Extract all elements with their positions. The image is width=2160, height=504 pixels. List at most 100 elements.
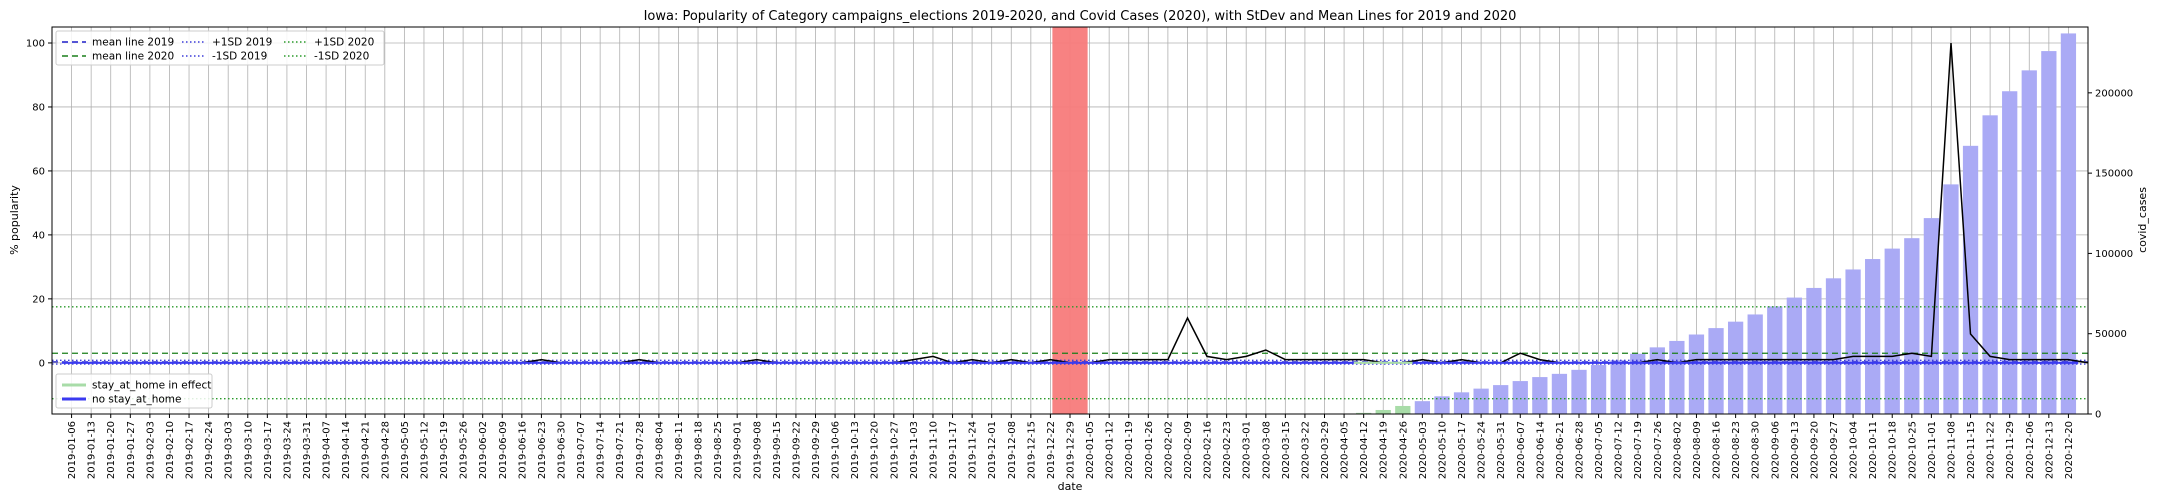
covid-bar <box>1962 145 1979 414</box>
x-tick-label: 2019-04-21 <box>361 421 372 479</box>
covid-bar <box>1532 377 1548 414</box>
x-tick-label: 2020-10-04 <box>1849 421 1860 479</box>
covid-bar <box>1649 347 1665 414</box>
x-tick-label: 2019-12-01 <box>987 421 998 479</box>
x-tick-label: 2019-01-13 <box>87 421 98 479</box>
x-tick-label: 2020-02-16 <box>1203 421 1214 479</box>
covid-bar <box>1747 314 1763 414</box>
y-tick-label: 100 <box>26 38 45 49</box>
legend-top-label: +1SD 2020 <box>314 37 374 49</box>
legend-top-label: mean line 2020 <box>92 51 174 63</box>
x-tick-label: 2020-10-18 <box>1888 421 1899 479</box>
x-tick-label: 2019-05-05 <box>400 421 411 479</box>
y2-tick-label: 100000 <box>2095 249 2133 260</box>
x-tick-label: 2019-10-20 <box>870 421 881 479</box>
covid-bar <box>1395 405 1411 414</box>
x-tick-label: 2020-11-08 <box>1946 421 1957 479</box>
legend-bottom-label: no stay_at_home <box>92 394 181 406</box>
x-tick-label: 2019-05-12 <box>419 421 430 479</box>
x-tick-label: 2020-06-07 <box>1516 421 1527 479</box>
legend-top-label: -1SD 2020 <box>314 51 369 63</box>
covid-bar <box>1434 396 1450 414</box>
x-tick-label: 2019-09-01 <box>733 421 744 479</box>
covid-bar <box>1453 392 1470 414</box>
covid-bar <box>1884 248 1900 414</box>
chart-title: Iowa: Popularity of Category campaigns_e… <box>644 9 1517 24</box>
x-tick-label: 2020-05-03 <box>1418 421 1429 479</box>
covid-bar <box>1669 340 1685 414</box>
covid-bar <box>1414 401 1431 414</box>
x-tick-label: 2019-12-08 <box>1007 421 1018 479</box>
x-axis-label: date <box>1058 480 1083 493</box>
x-tick-label: 2020-12-20 <box>2064 421 2075 479</box>
y2-tick-label: 200000 <box>2095 88 2133 99</box>
legend-top-box <box>55 30 385 66</box>
highlight-week-band <box>1052 27 1088 414</box>
x-tick-label: 2019-03-10 <box>243 421 254 479</box>
x-tick-label: 2020-03-15 <box>1281 421 1292 479</box>
covid-bar <box>1982 115 1998 414</box>
covid-bar <box>1943 184 1959 414</box>
covid-bar <box>1551 373 1568 414</box>
x-tick-label: 2020-03-01 <box>1242 421 1253 479</box>
x-tick-label: 2019-07-21 <box>615 421 626 479</box>
x-tick-label: 2019-07-07 <box>576 421 587 479</box>
legend-bottom-label: stay_at_home in effect <box>92 380 211 392</box>
x-tick-label: 2019-03-03 <box>224 421 235 479</box>
x-tick-label: 2019-09-15 <box>772 421 783 479</box>
x-tick-label: 2020-01-12 <box>1105 421 1116 479</box>
y-axis-label: % popularity <box>8 185 21 255</box>
x-tick-label: 2019-02-17 <box>185 421 196 479</box>
x-tick-label: 2019-02-10 <box>165 421 176 479</box>
covid-bar <box>1590 365 1607 414</box>
y2-tick-label: 150000 <box>2095 169 2133 180</box>
x-tick-label: 2019-08-11 <box>674 421 685 479</box>
x-tick-label: 2019-06-30 <box>557 421 568 479</box>
x-tick-label: 2019-11-03 <box>909 421 920 479</box>
x-tick-label: 2020-04-05 <box>1340 421 1351 479</box>
x-tick-label: 2020-02-02 <box>1163 421 1174 479</box>
x-tick-label: 2020-04-12 <box>1359 421 1370 479</box>
x-tick-label: 2020-02-23 <box>1222 421 1233 479</box>
x-tick-label: 2020-07-19 <box>1633 421 1644 479</box>
covid-bar <box>1786 297 1802 414</box>
x-tick-label: 2019-04-28 <box>380 421 391 479</box>
x-tick-label: 2020-08-30 <box>1751 421 1762 479</box>
covid-bar <box>2060 33 2077 414</box>
y-tick-label: 20 <box>32 294 45 305</box>
x-tick-label: 2019-11-10 <box>928 421 939 479</box>
covid-bars <box>1336 33 2077 415</box>
x-tick-label: 2019-04-14 <box>341 421 352 479</box>
x-tick-label: 2019-01-20 <box>106 421 117 479</box>
x-tick-label: 2020-03-08 <box>1261 421 1272 479</box>
x-tick-label: 2020-08-02 <box>1672 421 1683 479</box>
x-tick-label: 2019-04-07 <box>322 421 333 479</box>
covid-bar <box>1708 328 1724 414</box>
covid-bar <box>1571 369 1587 414</box>
x-tick-label: 2019-12-29 <box>1066 421 1077 479</box>
covid-bar <box>2002 91 2018 415</box>
legend-top-label: +1SD 2019 <box>212 37 272 49</box>
x-tick-label: 2020-10-25 <box>1907 421 1918 479</box>
y-tick-label: 40 <box>32 230 45 241</box>
x-tick-label: 2020-05-10 <box>1437 421 1448 479</box>
covid-bar <box>1356 412 1372 414</box>
x-tick-label: 2020-07-12 <box>1614 421 1625 479</box>
x-tick-label: 2019-02-24 <box>204 421 215 479</box>
x-tick-label: 2020-02-09 <box>1183 421 1194 479</box>
x-axis-ticks: 2019-01-06 2019-01-13 2019-01-20 2019-01-27… <box>67 414 2075 479</box>
x-tick-label: 2020-09-13 <box>1790 421 1801 479</box>
x-tick-label: 2019-08-25 <box>713 421 724 479</box>
legend-bottom: stay_at_home in effect no stay_at_home <box>55 373 213 409</box>
x-tick-label: 2019-10-27 <box>889 421 900 479</box>
x-tick-label: 2019-07-14 <box>596 421 607 479</box>
x-tick-label: 2019-10-06 <box>831 421 842 479</box>
x-tick-label: 2020-04-19 <box>1379 421 1390 479</box>
legend-bottom-box <box>55 373 213 409</box>
covid-bar <box>1904 238 1920 414</box>
x-tick-label: 2020-01-19 <box>1124 421 1135 479</box>
covid-bar <box>1473 388 1489 414</box>
x-tick-label: 2019-05-19 <box>439 421 450 479</box>
